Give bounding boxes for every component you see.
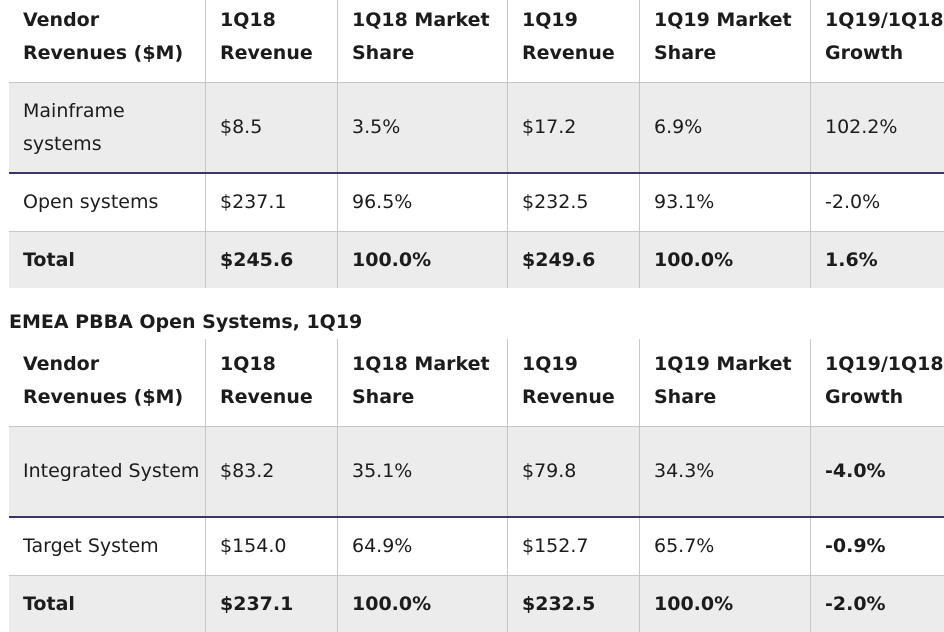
cell-1q19-share: 6.9% xyxy=(640,83,811,172)
cell-1q19-revenue: $232.5 xyxy=(508,174,640,231)
cell-growth: -2.0% xyxy=(825,191,881,213)
cell-growth: -0.9% xyxy=(825,535,886,557)
cell-growth: -4.0% xyxy=(825,460,886,482)
cell-1q18-share: 96.5% xyxy=(338,174,508,231)
cell-1q19-revenue: $17.2 xyxy=(508,83,640,172)
cell-1q19-share: 100.0% xyxy=(640,232,811,288)
cell-1q19-share: 34.3% xyxy=(640,427,811,516)
table-row-mainframe: Mainframe systems $8.5 3.5% $17.2 6.9% 1… xyxy=(9,83,944,174)
header-1q18-revenue: 1Q18 Revenue xyxy=(206,0,338,82)
header-1q18-market-share: 1Q18 Market Share xyxy=(338,0,508,82)
cell-1q18-revenue: $83.2 xyxy=(206,427,338,516)
table2-title: EMEA PBBA Open Systems, 1Q19 xyxy=(9,311,363,333)
header-growth: 1Q19/1Q18 Growth xyxy=(825,353,944,408)
cell-1q18-revenue: $237.1 xyxy=(206,174,338,231)
cell-1q18-share: 3.5% xyxy=(338,83,508,172)
cell-growth: -2.0% xyxy=(825,592,886,615)
table-row-integrated-system: Integrated System $83.2 35.1% $79.8 34.3… xyxy=(9,427,944,518)
cell-1q19-revenue: $152.7 xyxy=(508,518,640,575)
header-1q19-revenue: 1Q19 Revenue xyxy=(508,339,640,426)
cell-1q19-revenue: $232.5 xyxy=(508,576,640,632)
cell-1q19-revenue: $249.6 xyxy=(508,232,640,288)
row-label: Total xyxy=(9,232,206,288)
cell-1q18-share: 35.1% xyxy=(338,427,508,516)
row-label: Target System xyxy=(9,518,206,575)
cell-1q18-revenue: $245.6 xyxy=(206,232,338,288)
row-label: Open systems xyxy=(9,174,206,231)
header-vendor-revenues: Vendor Revenues ($M) xyxy=(9,339,206,426)
table-row-open-systems: Open systems $237.1 96.5% $232.5 93.1% -… xyxy=(9,174,944,232)
table-header-row: Vendor Revenues ($M) 1Q18 Revenue 1Q18 M… xyxy=(9,0,944,83)
cell-1q18-share: 100.0% xyxy=(338,232,508,288)
cell-growth: 102.2% xyxy=(825,116,898,138)
row-label: Integrated System xyxy=(9,427,206,516)
header-1q18-market-share: 1Q18 Market Share xyxy=(338,339,508,426)
cell-growth: 1.6% xyxy=(825,248,878,271)
header-1q19-market-share: 1Q19 Market Share xyxy=(640,339,811,426)
cell-1q18-share: 64.9% xyxy=(338,518,508,575)
cell-1q18-revenue: $237.1 xyxy=(206,576,338,632)
table-header-row: Vendor Revenues ($M) 1Q18 Revenue 1Q18 M… xyxy=(9,339,944,427)
cell-1q19-share: 100.0% xyxy=(640,576,811,632)
cell-1q19-revenue: $79.8 xyxy=(508,427,640,516)
cell-1q19-share: 65.7% xyxy=(640,518,811,575)
header-growth: 1Q19/1Q18 Growth xyxy=(825,9,944,64)
table-row-total: Total $237.1 100.0% $232.5 100.0% -2.0% xyxy=(9,576,944,632)
cell-1q18-share: 100.0% xyxy=(338,576,508,632)
header-1q18-revenue: 1Q18 Revenue xyxy=(206,339,338,426)
header-1q19-revenue: 1Q19 Revenue xyxy=(508,0,640,82)
revenue-table-open-systems: Vendor Revenues ($M) 1Q18 Revenue 1Q18 M… xyxy=(9,339,944,632)
revenue-table-all-systems: Vendor Revenues ($M) 1Q18 Revenue 1Q18 M… xyxy=(9,0,944,288)
row-label: Total xyxy=(9,576,206,632)
cell-1q18-revenue: $8.5 xyxy=(206,83,338,172)
table-row-total: Total $245.6 100.0% $249.6 100.0% 1.6% xyxy=(9,232,944,288)
row-label: Mainframe systems xyxy=(9,83,206,172)
cell-1q19-share: 93.1% xyxy=(640,174,811,231)
header-vendor-revenues: Vendor Revenues ($M) xyxy=(9,0,206,82)
cell-1q18-revenue: $154.0 xyxy=(206,518,338,575)
header-1q19-market-share: 1Q19 Market Share xyxy=(640,0,811,82)
table-row-target-system: Target System $154.0 64.9% $152.7 65.7% … xyxy=(9,518,944,576)
